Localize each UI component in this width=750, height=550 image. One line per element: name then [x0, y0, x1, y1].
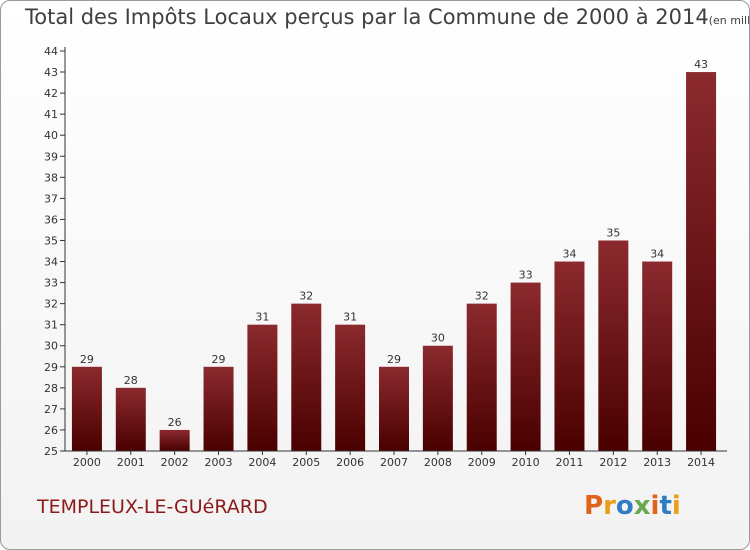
proxiti-logo[interactable]: Proxiti: [584, 491, 681, 521]
y-tick-label: 26: [44, 424, 58, 437]
y-tick-label: 42: [44, 87, 58, 100]
x-tick-label: 2013: [643, 456, 671, 469]
y-tick-label: 39: [44, 150, 58, 163]
y-tick-label: 36: [44, 213, 58, 226]
bar-value-label: 30: [431, 332, 445, 345]
x-tick-label: 2010: [512, 456, 540, 469]
y-tick-label: 27: [44, 403, 58, 416]
x-tick-label: 2009: [468, 456, 496, 469]
chart-title-unit: (en milliers d'€): [708, 14, 750, 27]
y-axis: 25 26 27 28 29 30 31 32 33 34 35 36 37 38 39 40 41 42 43 44: [44, 45, 66, 458]
x-tick-label: 2011: [555, 456, 583, 469]
y-tick-label: 33: [44, 277, 58, 290]
chart-title: Total des Impôts Locaux perçus par la Co…: [25, 5, 750, 29]
bar-2003: [203, 366, 234, 451]
logo-letter: o: [615, 491, 634, 521]
bar-2011: [554, 261, 585, 451]
bar-2010: [510, 282, 541, 451]
commune-name: TEMPLEUX-LE-GUéRARD: [37, 496, 268, 518]
bar-value-label: 31: [255, 311, 269, 324]
y-tick-label: 30: [44, 340, 58, 353]
y-tick-label: 28: [44, 382, 58, 395]
x-tick-label: 2005: [292, 456, 320, 469]
y-tick-label: 38: [44, 171, 58, 184]
logo-letter: r: [603, 491, 616, 521]
x-tick-label: 2014: [687, 456, 715, 469]
bar-2002: [159, 429, 190, 451]
bars: 29 28 26 29 31 32 31 29 30 32 33 34 35 34 43: [71, 58, 717, 451]
y-tick-label: 43: [44, 66, 58, 79]
x-tick-label: 2002: [161, 456, 189, 469]
bar-2013: [642, 261, 673, 451]
bar-2005: [291, 303, 322, 451]
x-tick-label: 2006: [336, 456, 364, 469]
bar-value-label: 28: [124, 374, 138, 387]
y-tick-label: 35: [44, 234, 58, 247]
bar-2012: [598, 240, 629, 451]
logo-letter: i: [671, 491, 681, 521]
x-tick-label: 2001: [117, 456, 145, 469]
bar-value-label: 33: [519, 269, 533, 282]
bar-value-label: 32: [299, 290, 313, 303]
bar-2009: [466, 303, 497, 451]
x-tick-label: 2007: [380, 456, 408, 469]
chart-title-main: Total des Impôts Locaux perçus par la Co…: [25, 5, 709, 29]
bar-2006: [335, 324, 366, 451]
bar-value-label: 29: [212, 353, 226, 366]
bar-2014: [686, 72, 717, 451]
bar-value-label: 31: [343, 311, 357, 324]
y-tick-label: 44: [44, 45, 58, 58]
x-tick-label: 2008: [424, 456, 452, 469]
bar-2004: [247, 324, 278, 451]
y-tick-label: 37: [44, 192, 58, 205]
logo-letter: t: [659, 491, 672, 521]
bar-value-label: 34: [562, 248, 576, 261]
y-tick-label: 34: [44, 256, 58, 269]
bar-value-label: 29: [387, 353, 401, 366]
logo-letter: P: [584, 491, 604, 521]
bar-value-label: 43: [694, 58, 708, 71]
bar-value-label: 29: [80, 353, 94, 366]
bar-value-label: 34: [650, 248, 664, 261]
y-tick-label: 40: [44, 129, 58, 142]
x-tick-label: 2012: [599, 456, 627, 469]
y-tick-label: 25: [44, 445, 58, 458]
bar-2007: [379, 366, 409, 451]
x-tick-label: 2003: [205, 456, 233, 469]
bar-2001: [115, 387, 146, 451]
y-tick-label: 29: [44, 361, 58, 374]
x-tick-label: 2004: [248, 456, 276, 469]
logo-letter: x: [633, 491, 651, 521]
bar-value-label: 35: [606, 226, 620, 239]
y-tick-label: 41: [44, 108, 58, 121]
logo-letter: i: [650, 491, 660, 521]
y-tick-label: 31: [44, 319, 58, 332]
bar-value-label: 32: [475, 290, 489, 303]
x-tick-label: 2000: [73, 456, 101, 469]
bar-2008: [422, 345, 453, 451]
x-axis: 2000 2001 2002 2003 2004 2005 2006 2007 2008 2009…: [65, 450, 727, 469]
y-tick-label: 32: [44, 298, 58, 311]
bar-value-label: 26: [168, 416, 182, 429]
bar-2000: [71, 366, 102, 451]
